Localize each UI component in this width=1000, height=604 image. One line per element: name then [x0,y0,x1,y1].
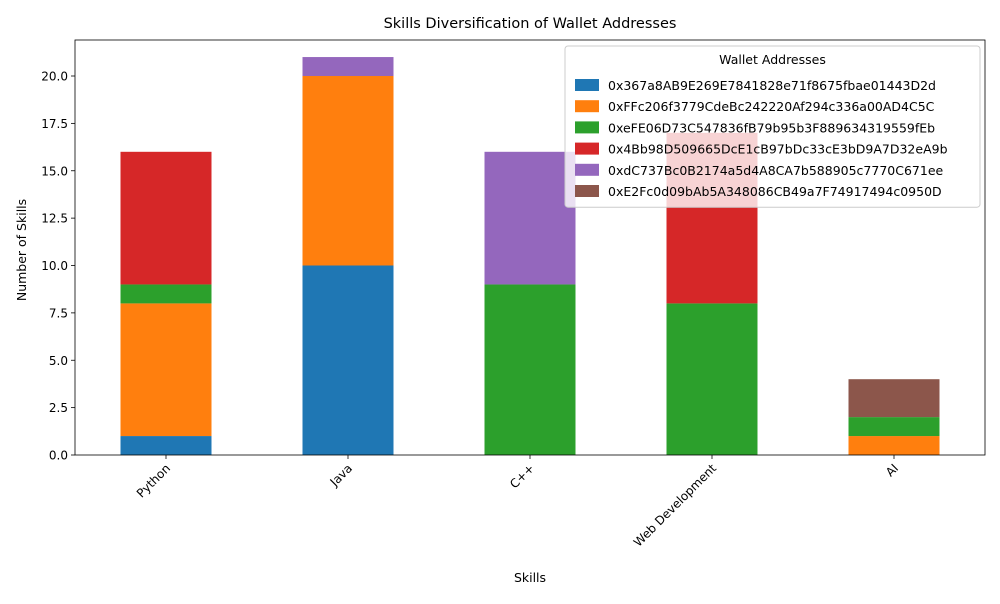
legend-entry: 0xFFc206f3779CdeBc242220Af294c336a00AD4C… [608,99,935,114]
bar-segment-0-0 [120,436,212,455]
y-tick-label: 17.5 [41,117,68,131]
bar-segment-0-1 [302,265,394,455]
legend-entry: 0xdC737Bc0B2174a5d4A8CA7b588905c7770C671… [608,163,944,178]
bar-segment-4-1 [302,57,394,76]
x-tick-label: Web Development [631,461,719,549]
x-tick-label: Python [134,461,173,500]
y-tick-label: 20.0 [41,70,68,84]
bar-segment-1-1 [302,76,394,266]
legend-entry: 0xE2Fc0d09bAb5A348086CB49a7F74917494c095… [608,184,942,199]
legend-swatch [575,121,599,134]
bar-segment-2-4 [848,417,940,437]
bar-segment-4-2 [484,151,576,285]
bar-segment-2-3 [666,303,758,455]
legend: Wallet Addresses 0x367a8AB9E269E7841828e7… [564,45,981,208]
y-tick-label: 0.0 [49,449,68,463]
legend-swatch [575,100,599,113]
x-axis-label: Skills [514,570,546,585]
bars-layer [120,57,940,455]
legend-swatch [575,142,599,155]
bar-segment-2-2 [484,284,576,455]
bar-segment-1-0 [120,303,212,437]
y-tick-label: 15.0 [41,164,68,178]
legend-title: Wallet Addresses [719,52,826,67]
bar-segment-5-4 [848,379,940,418]
legend-entry: 0x4Bb98D509665DcE1cB97bDc33cE3bD9A7D32eA… [608,142,948,157]
legend-swatch [575,163,599,176]
x-tick-label: AI [883,461,901,479]
y-tick-label: 10.0 [41,259,68,273]
legend-box [564,45,981,208]
bar-segment-3-0 [120,151,212,285]
y-tick-label: 12.5 [41,212,68,226]
y-tick-label: 7.5 [49,306,68,320]
chart-title: Skills Diversification of Wallet Address… [384,16,677,32]
legend-entry: 0x367a8AB9E269E7841828e71f8675fbae01443D… [608,78,936,93]
y-tick-label: 2.5 [49,401,68,415]
bar-segment-1-4 [848,436,940,455]
x-tick-label: Java [327,461,356,490]
y-tick-label: 5.0 [49,354,68,368]
legend-swatch [575,79,599,91]
legend-swatch [575,185,599,197]
legend-entry: 0xeFE06D73C547836fB79b95b3F889634319559f… [608,120,935,135]
bar-segment-2-0 [120,284,212,304]
y-axis-label: Number of Skills [14,199,29,301]
x-tick-label: C++ [507,461,537,491]
